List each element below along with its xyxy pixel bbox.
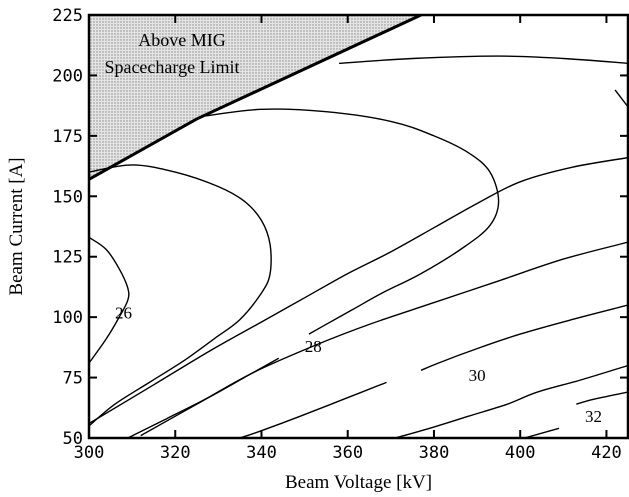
x-tick-label: 340 bbox=[246, 443, 277, 463]
contour-line bbox=[127, 357, 280, 438]
region-label-line2: Spacecharge Limit bbox=[104, 57, 239, 77]
y-tick-label: 100 bbox=[52, 308, 83, 328]
contour-line bbox=[420, 304, 628, 371]
contour-label: 32 bbox=[585, 407, 602, 426]
spacecharge-boundary bbox=[89, 15, 422, 181]
spacecharge-region bbox=[89, 15, 422, 180]
y-tick-label: 75 bbox=[63, 369, 83, 389]
contour-line bbox=[89, 236, 130, 364]
contour-line bbox=[89, 164, 272, 427]
x-tick-label: 360 bbox=[332, 443, 363, 463]
x-axis-title: Beam Voltage [kV] bbox=[285, 472, 432, 493]
contour-line bbox=[524, 427, 560, 438]
x-tick-label: 380 bbox=[419, 443, 450, 463]
contour-line bbox=[395, 364, 628, 438]
x-tick-label: 300 bbox=[74, 443, 105, 463]
x-tick-label: 420 bbox=[591, 443, 622, 463]
spacecharge-limit-line bbox=[89, 15, 422, 181]
contour-line bbox=[576, 391, 628, 405]
y-tick-label: 50 bbox=[63, 429, 83, 449]
y-tick-label: 200 bbox=[52, 66, 83, 86]
contour-label: 28 bbox=[305, 337, 322, 356]
region-label-line1: Above MIG bbox=[138, 30, 226, 50]
y-axis-title: Beam Current [A] bbox=[6, 157, 27, 295]
contour-label: 30 bbox=[469, 366, 486, 385]
contour-lines bbox=[89, 55, 628, 438]
contour-line bbox=[140, 241, 628, 437]
plot-frame bbox=[87, 13, 629, 440]
x-tick-label: 320 bbox=[160, 443, 191, 463]
contour-line bbox=[614, 89, 628, 108]
y-tick-label: 150 bbox=[52, 187, 83, 207]
contour-line bbox=[89, 156, 628, 425]
y-tick-label: 175 bbox=[52, 127, 83, 147]
contour-labels: 26 28 30 32 bbox=[115, 303, 602, 426]
contour-line bbox=[339, 55, 628, 65]
contour-line bbox=[239, 381, 387, 438]
region-fill bbox=[89, 15, 422, 180]
contour-line bbox=[201, 108, 500, 335]
axes: 300 320 340 360 380 400 420 50 75 100 125 150 175 200… bbox=[52, 6, 629, 463]
y-tick-label: 225 bbox=[52, 6, 83, 26]
x-tick-label: 400 bbox=[505, 443, 536, 463]
y-tick-label: 125 bbox=[52, 248, 83, 268]
contour-label: 26 bbox=[115, 303, 132, 322]
